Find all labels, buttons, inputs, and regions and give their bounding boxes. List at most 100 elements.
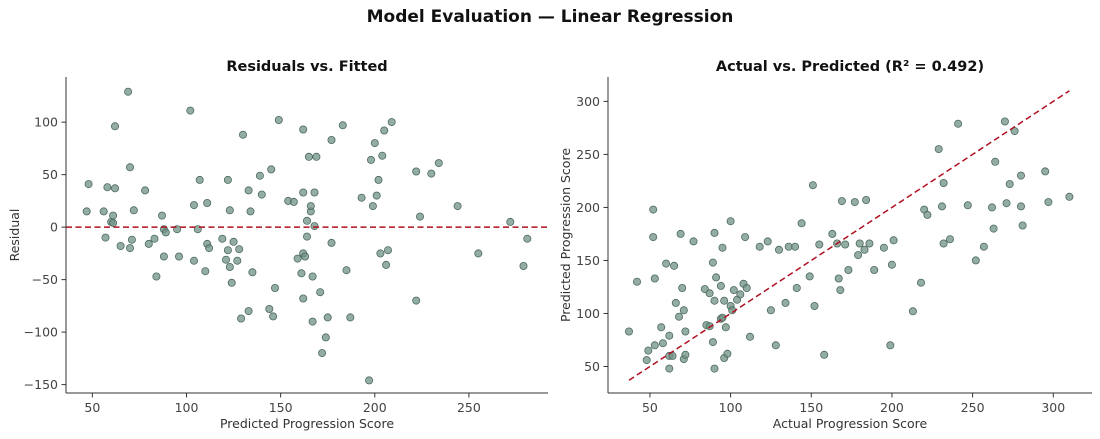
residuals-plot-point [223, 246, 232, 255]
actual-vs-predicted-plot-point [836, 286, 845, 295]
residuals-plot-point [378, 151, 387, 160]
actual-vs-predicted-plot-point [889, 236, 898, 245]
actual-vs-predicted-plot-point [678, 283, 687, 292]
residuals-plot-point [346, 313, 355, 322]
residuals-plot-point [174, 252, 183, 261]
residuals-plot-xtick-label: 200 [363, 400, 387, 415]
actual-vs-predicted-plot-ytick-label: 200 [576, 200, 600, 215]
actual-vs-predicted-plot-point [791, 242, 800, 251]
actual-vs-predicted-plot-point [729, 286, 738, 295]
residuals-plot-point [380, 126, 389, 135]
residuals-plot-point [304, 152, 313, 161]
actual-vs-predicted-plot-point [726, 217, 735, 226]
actual-vs-predicted-plot-point [658, 339, 667, 348]
residuals-plot-point [289, 197, 298, 206]
residuals-plot-point [161, 228, 170, 237]
residuals-plot-point [382, 260, 391, 269]
actual-vs-predicted-plot-point [665, 364, 674, 373]
actual-vs-predicted-plot-point [755, 242, 764, 251]
residuals-plot-point [370, 139, 379, 148]
residuals-plot-point [237, 314, 246, 323]
residuals-plot-point [244, 186, 253, 195]
residuals-plot-point [223, 175, 232, 184]
residuals-plot-point [374, 175, 383, 184]
residuals-plot-point [103, 183, 112, 192]
residuals-plot-point [189, 201, 198, 210]
actual-vs-predicted-plot-point [939, 178, 948, 187]
residuals-plot-point [265, 304, 274, 313]
actual-vs-predicted-plot-point [736, 290, 745, 299]
residuals-plot-xtick-label: 150 [269, 400, 293, 415]
residuals-plot-ytick-label: −50 [32, 272, 58, 287]
actual-vs-predicted-plot-point [854, 251, 863, 260]
residuals-plot-point [99, 207, 108, 216]
residuals-plot-point [321, 333, 330, 342]
residuals-plot-title: Residuals vs. Fitted [226, 59, 387, 75]
actual-vs-predicted-plot-point [710, 296, 719, 305]
actual-vs-predicted-plot-point [650, 274, 659, 283]
actual-vs-predicted-plot-point [954, 119, 963, 128]
residuals-plot-point [357, 193, 366, 202]
residuals-plot-point [218, 234, 227, 243]
residuals-plot-point [519, 261, 528, 270]
residuals-plot-point [109, 218, 118, 227]
actual-vs-predicted-plot-point [741, 233, 750, 242]
actual-vs-predicted-plot-point [625, 327, 634, 336]
actual-vs-predicted-plot-point [1017, 202, 1026, 211]
actual-vs-predicted-plot-xtick-label: 250 [961, 400, 985, 415]
actual-vs-predicted-plot-point [671, 298, 680, 307]
actual-vs-predicted-plot-point [938, 202, 947, 211]
actual-vs-predicted-plot-point [657, 323, 666, 332]
actual-vs-predicted-plot-point [1000, 117, 1009, 126]
residuals-plot-point [144, 239, 153, 248]
residuals-plot-point [111, 184, 120, 193]
actual-vs-predicted-plot-point [681, 350, 690, 359]
actual-vs-predicted-plot-ytick-label: 150 [576, 253, 600, 268]
actual-vs-predicted-plot-point [662, 259, 671, 268]
actual-vs-predicted-plot-point [850, 198, 859, 207]
actual-vs-predicted-plot-point [676, 229, 685, 238]
residuals-plot-point [434, 159, 443, 168]
actual-vs-predicted-plot-identity-line [628, 90, 1070, 381]
residuals-plot-point [299, 188, 308, 197]
actual-vs-predicted-plot-point [797, 219, 806, 228]
actual-vs-predicted-plot-point [860, 245, 869, 254]
actual-vs-predicted-plot-point [805, 272, 814, 281]
residuals-plot-points [82, 87, 532, 385]
residuals-plot-point [318, 349, 327, 358]
actual-vs-predicted-plot-point [723, 349, 732, 358]
actual-vs-predicted-plot-point [708, 338, 717, 347]
residuals-plot-point [205, 244, 214, 253]
residuals-plot-point [299, 294, 308, 303]
actual-vs-predicted-plot-xtick-label: 100 [719, 400, 743, 415]
residuals-plot-point [229, 237, 238, 246]
residuals-plot-point [372, 191, 381, 200]
residuals-plot-point [412, 167, 421, 176]
residuals-plot-point [238, 130, 247, 139]
actual-vs-predicted-plot-ytick-label: 100 [576, 306, 600, 321]
residuals-plot-point [412, 296, 421, 305]
residuals-plot-point [415, 212, 424, 221]
actual-vs-predicted-plot-point [705, 322, 714, 331]
residuals-plot-point [274, 116, 283, 125]
actual-vs-predicted-plot-point [718, 243, 727, 252]
residuals-plot-point [126, 163, 135, 172]
actual-vs-predicted-plot-point [820, 350, 829, 359]
residuals-plot-point [109, 211, 118, 220]
actual-vs-predicted-plot-point [971, 256, 980, 265]
residuals-plot-point [366, 155, 375, 164]
residuals-plot-point [312, 152, 321, 161]
residuals-plot-point [127, 235, 136, 244]
residuals-plot-point [383, 246, 392, 255]
actual-vs-predicted-plot-point [991, 157, 1000, 166]
actual-vs-predicted-plot-xtick-label: 150 [799, 400, 823, 415]
residuals-plot-point [301, 252, 310, 261]
actual-vs-predicted-plot-point [720, 296, 729, 305]
actual-vs-predicted-plot-point [644, 346, 653, 355]
actual-vs-predicted-plot-point [844, 265, 853, 274]
actual-vs-predicted-plot-point [649, 233, 658, 242]
residuals-plot-xtick-label: 250 [457, 400, 481, 415]
residuals-plot-point [221, 255, 230, 264]
actual-vs-predicted-plot-point [841, 240, 850, 249]
residuals-plot-point [255, 171, 264, 180]
